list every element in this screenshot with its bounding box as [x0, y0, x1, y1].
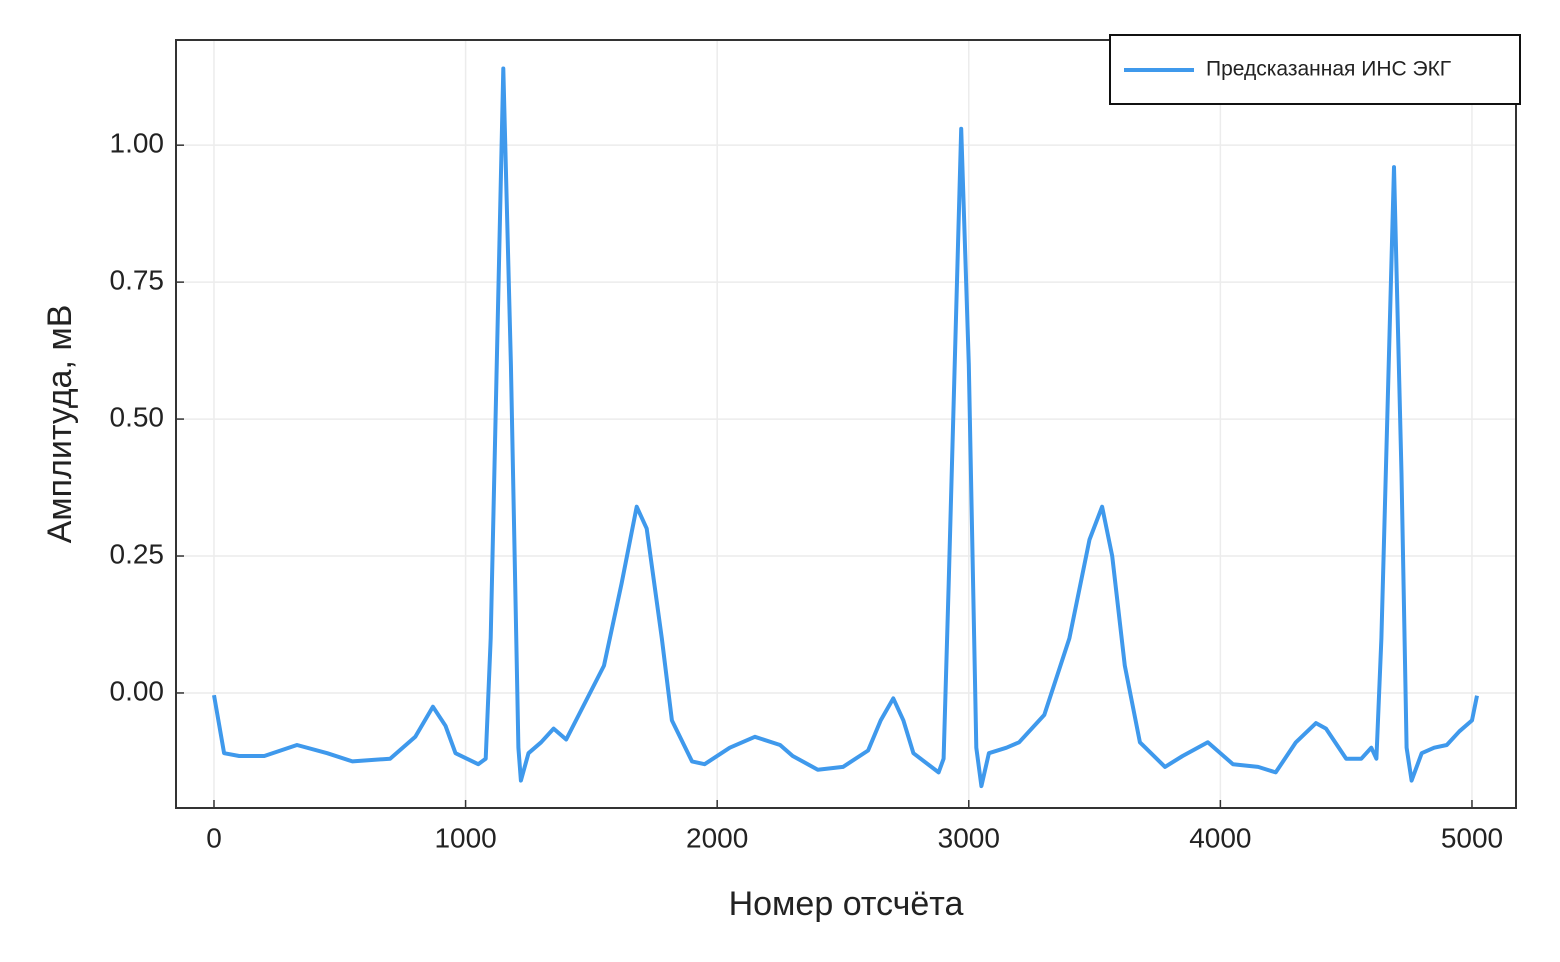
x-tick-label: 5000 — [1441, 822, 1503, 853]
y-tick-label: 1.00 — [110, 128, 165, 159]
x-tick-label: 2000 — [686, 822, 748, 853]
x-tick-label: 4000 — [1189, 822, 1251, 853]
y-tick-label: 0.25 — [110, 538, 165, 569]
x-tick-label: 0 — [206, 822, 222, 853]
data-line — [212, 66, 1479, 789]
y-tick-label: 0.50 — [110, 401, 165, 432]
legend-label: Предсказанная ИНС ЭКГ — [1206, 58, 1451, 81]
x-tick-label: 1000 — [434, 822, 496, 853]
y-tick-label: 0.75 — [110, 265, 165, 296]
y-axis-label: Амплитуда, мВ — [41, 305, 79, 544]
y-tick-label: 0.00 — [110, 675, 165, 706]
x-tick-label: 3000 — [938, 822, 1000, 853]
plot-frame — [175, 39, 1517, 809]
x-axis-label: Номер отсчёта — [729, 885, 964, 923]
